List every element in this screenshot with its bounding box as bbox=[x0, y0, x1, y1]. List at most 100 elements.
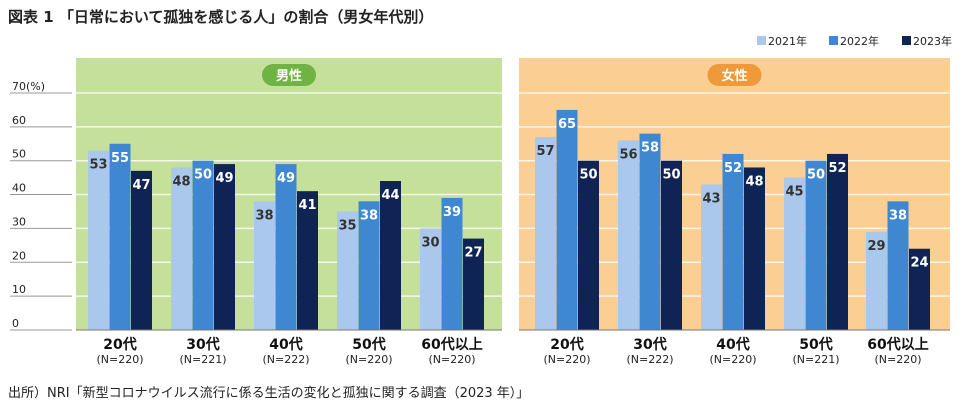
data-label: 48 bbox=[745, 174, 763, 189]
x-tick-label: 50代 bbox=[799, 336, 832, 353]
bar bbox=[441, 197, 463, 330]
data-label: 49 bbox=[215, 171, 233, 186]
panel-label: 男性 bbox=[276, 68, 302, 84]
sample-size-label: (N=221) bbox=[792, 353, 839, 366]
data-label: 30 bbox=[421, 235, 439, 250]
data-label: 58 bbox=[641, 141, 659, 156]
panel-badge bbox=[707, 64, 762, 86]
legend-label: 2022年 bbox=[840, 34, 879, 48]
sample-size-label: (N=221) bbox=[179, 353, 226, 366]
bar bbox=[556, 109, 578, 330]
bar bbox=[535, 136, 556, 330]
data-label: 65 bbox=[558, 117, 576, 132]
data-label: 27 bbox=[464, 246, 482, 261]
data-label: 56 bbox=[619, 147, 637, 162]
bar bbox=[784, 177, 805, 330]
data-label: 38 bbox=[360, 208, 378, 223]
x-tick-label: 60代以上 bbox=[867, 336, 928, 353]
data-label: 50 bbox=[194, 168, 212, 183]
data-label: 52 bbox=[828, 161, 846, 176]
data-label: 55 bbox=[111, 151, 129, 166]
legend-swatch bbox=[902, 36, 911, 45]
bar bbox=[463, 238, 484, 330]
bar bbox=[661, 160, 682, 330]
data-label: 29 bbox=[867, 239, 885, 254]
bar bbox=[420, 228, 441, 330]
sample-size-label: (N=220) bbox=[874, 353, 921, 366]
bar bbox=[639, 133, 661, 330]
bar bbox=[701, 184, 722, 330]
bar bbox=[337, 211, 358, 330]
y-tick-label: 0 bbox=[12, 317, 19, 330]
bar bbox=[578, 160, 599, 330]
data-label: 41 bbox=[298, 198, 316, 213]
panel-label: 女性 bbox=[721, 68, 747, 84]
x-tick-label: 30代 bbox=[186, 336, 219, 353]
sample-size-label: (N=220) bbox=[543, 353, 590, 366]
legend-label: 2021年 bbox=[768, 34, 807, 48]
bar bbox=[744, 167, 765, 330]
data-label: 38 bbox=[255, 208, 273, 223]
y-tick-label: 30 bbox=[12, 215, 26, 228]
bar bbox=[88, 150, 109, 330]
bar bbox=[805, 160, 827, 330]
data-label: 38 bbox=[889, 208, 907, 223]
legend-swatch bbox=[829, 36, 838, 45]
data-label: 50 bbox=[807, 168, 825, 183]
bar bbox=[827, 153, 848, 330]
data-label: 39 bbox=[443, 205, 461, 220]
x-tick-label: 40代 bbox=[269, 336, 302, 353]
bar bbox=[866, 231, 887, 330]
x-tick-label: 50代 bbox=[352, 336, 385, 353]
data-label: 50 bbox=[579, 168, 597, 183]
legend-swatch bbox=[757, 36, 766, 45]
y-tick-label: 10 bbox=[12, 283, 26, 296]
data-label: 44 bbox=[381, 188, 399, 203]
sample-size-label: (N=222) bbox=[626, 353, 673, 366]
panel-badge bbox=[262, 64, 316, 86]
data-label: 57 bbox=[536, 144, 554, 159]
data-label: 50 bbox=[662, 168, 680, 183]
x-tick-label: 20代 bbox=[550, 336, 583, 353]
data-label: 53 bbox=[89, 158, 107, 173]
bar bbox=[358, 201, 380, 330]
bar bbox=[722, 153, 744, 330]
data-label: 24 bbox=[910, 256, 928, 271]
y-tick-label: 60 bbox=[12, 114, 26, 127]
x-tick-label: 20代 bbox=[103, 336, 136, 353]
chart-title: 図表 1 「日常において孤独を感じる人」の割合（男女年代別） bbox=[8, 8, 434, 26]
sample-size-label: (N=220) bbox=[428, 353, 475, 366]
data-label: 43 bbox=[702, 191, 720, 206]
data-label: 47 bbox=[132, 178, 150, 193]
legend-label: 2023年 bbox=[913, 34, 952, 48]
y-tick-label: 50 bbox=[12, 148, 26, 161]
data-label: 45 bbox=[785, 185, 803, 200]
bar bbox=[109, 143, 131, 330]
y-tick-label: 40 bbox=[12, 182, 26, 195]
bar bbox=[909, 248, 930, 330]
bar bbox=[131, 170, 152, 330]
data-label: 49 bbox=[277, 171, 295, 186]
sample-size-label: (N=220) bbox=[709, 353, 756, 366]
x-tick-label: 60代以上 bbox=[421, 336, 482, 353]
bar bbox=[171, 167, 192, 330]
bar bbox=[380, 181, 401, 330]
bar bbox=[887, 201, 909, 330]
data-label: 48 bbox=[172, 174, 190, 189]
bar bbox=[192, 160, 214, 330]
x-tick-label: 30代 bbox=[633, 336, 666, 353]
source-note: 出所）NRI「新型コロナウイルス流行に係る生活の変化と孤独に関する調査（2023… bbox=[8, 386, 530, 401]
bar bbox=[275, 164, 297, 330]
sample-size-label: (N=220) bbox=[96, 353, 143, 366]
bar bbox=[254, 201, 275, 330]
data-label: 52 bbox=[724, 161, 742, 176]
bar bbox=[297, 191, 318, 330]
bar bbox=[618, 140, 639, 330]
sample-size-label: (N=220) bbox=[345, 353, 392, 366]
y-tick-label: 20 bbox=[12, 249, 26, 262]
y-tick-label: 70(%) bbox=[12, 80, 45, 93]
x-tick-label: 40代 bbox=[716, 336, 749, 353]
bar bbox=[214, 164, 235, 330]
